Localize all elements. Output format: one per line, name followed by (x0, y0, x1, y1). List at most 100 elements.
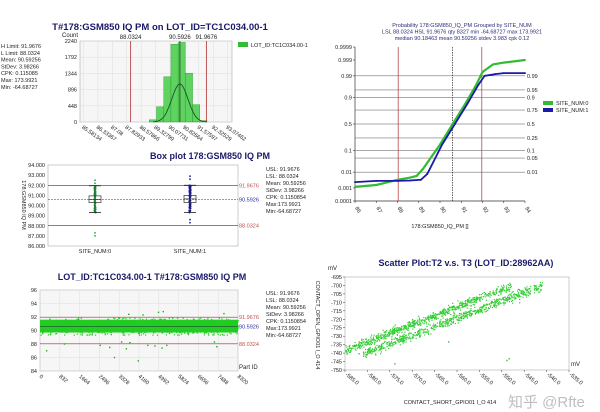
data-point (159, 320, 162, 322)
data-point (367, 352, 370, 354)
outlier-point (162, 310, 164, 313)
data-point (152, 321, 155, 323)
legend-swatch (238, 42, 248, 47)
data-point (230, 324, 232, 326)
data-point (419, 335, 421, 338)
data-point (55, 326, 57, 328)
y-tick-label: 86 (31, 356, 37, 362)
data-point (514, 297, 516, 299)
data-point (476, 310, 478, 312)
outlier-point (394, 363, 396, 365)
data-point (450, 313, 452, 316)
data-point (418, 318, 421, 321)
data-point (530, 285, 532, 287)
data-point (434, 317, 437, 319)
data-point (207, 327, 209, 329)
data-point (408, 337, 410, 339)
data-point (55, 329, 57, 331)
data-point (182, 323, 185, 326)
data-point (354, 345, 356, 347)
data-point (399, 344, 401, 346)
data-point (79, 319, 81, 322)
data-point (365, 340, 368, 342)
data-point (226, 334, 228, 336)
data-point (355, 349, 357, 351)
data-point (112, 327, 114, 329)
y-tick-label-right: 0.95 (527, 88, 538, 94)
data-point (509, 287, 511, 289)
data-point (107, 326, 109, 328)
data-point (163, 324, 165, 326)
data-point (48, 327, 51, 329)
data-point (469, 311, 471, 313)
data-point (221, 318, 223, 320)
data-point (219, 334, 221, 336)
data-point (485, 308, 487, 311)
data-point (386, 341, 388, 343)
data-point (44, 329, 47, 331)
data-point (125, 328, 127, 330)
data-point (426, 325, 428, 328)
data-point (503, 299, 505, 301)
outlier-point (142, 314, 144, 316)
data-point (156, 334, 159, 336)
data-point (111, 324, 113, 327)
y-tick-label: -720 (331, 317, 342, 323)
data-point (492, 63, 494, 66)
data-point (162, 326, 164, 328)
data-point (384, 340, 386, 343)
data-point (88, 328, 90, 330)
data-point (535, 284, 537, 287)
data-point (453, 311, 455, 313)
data-point (186, 318, 188, 321)
data-point (215, 328, 217, 330)
data-point (46, 326, 48, 328)
data-point (109, 331, 112, 333)
data-point (422, 322, 424, 324)
data-point (161, 330, 163, 332)
data-point (201, 322, 203, 324)
data-point (374, 349, 376, 351)
data-point (394, 330, 396, 332)
data-point (412, 322, 415, 324)
data-point (386, 335, 388, 338)
data-point (478, 294, 481, 296)
data-point (495, 290, 497, 292)
data-point (406, 328, 408, 330)
data-point (201, 327, 204, 329)
data-point (465, 303, 467, 305)
data-point (179, 321, 181, 323)
y-tick-label: 0.01 (341, 170, 352, 176)
data-point (450, 320, 452, 322)
data-point (522, 296, 524, 298)
data-point (391, 336, 393, 338)
watermark: 知乎 @Rfte (508, 394, 585, 411)
data-point (467, 300, 469, 303)
data-point (498, 302, 500, 304)
data-point (119, 324, 121, 326)
data-point (523, 290, 525, 293)
data-point (529, 293, 531, 295)
y-tick-label: 0.9999 (335, 45, 352, 51)
data-point (535, 285, 537, 287)
data-point (236, 333, 238, 335)
data-point (393, 326, 395, 328)
data-point (400, 339, 403, 342)
data-point (90, 330, 92, 332)
data-point (491, 306, 493, 309)
data-point (188, 332, 190, 334)
data-point (400, 328, 402, 330)
x-tick-label: 2496 (97, 374, 110, 386)
data-point (97, 328, 99, 330)
y-axis-label: 178:GSM850 IQ PM (20, 180, 26, 230)
data-point (378, 349, 380, 352)
data-point (53, 320, 55, 323)
data-point (127, 330, 129, 332)
data-point (374, 347, 377, 349)
data-point (459, 317, 461, 319)
data-point (122, 330, 124, 332)
data-point (391, 344, 393, 347)
data-point (428, 330, 430, 332)
data-point (172, 324, 174, 326)
data-point (142, 328, 145, 331)
